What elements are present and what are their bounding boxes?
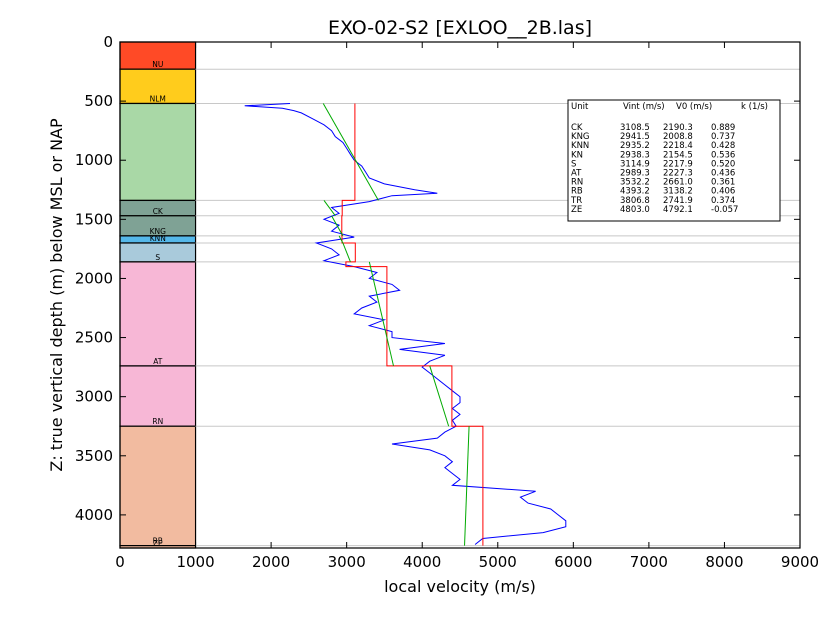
legend-cell-1-3: 0.737	[711, 132, 735, 142]
legend-table: Unit Vint (m/s) V0 (m/s) k (1/s) CK 3108.5 219…	[567, 99, 781, 222]
legend-cell-9-2: 4792.1	[663, 205, 693, 215]
trend-segment-6	[429, 365, 450, 427]
x-tick-label-7: 7000	[630, 553, 668, 571]
y-tick-label-2: 1000	[75, 151, 113, 169]
strat-unit-label-9: RB	[153, 537, 163, 546]
trend-segment-7	[464, 426, 470, 546]
plot-frame	[119, 41, 801, 549]
y-tick-label-6: 3000	[75, 388, 113, 406]
velocity-log-line	[244, 103, 567, 545]
legend-box	[567, 99, 781, 222]
x-tick-label-2: 2000	[252, 553, 290, 571]
legend-cell-8-3: 0.374	[711, 196, 735, 206]
legend-cell-6-0: RN	[571, 178, 583, 188]
x-axis-label: local velocity (m/s)	[384, 577, 536, 596]
legend-header-1: Vint (m/s)	[623, 102, 665, 112]
x-tick-label-4: 4000	[403, 553, 441, 571]
x-tick-label-3: 3000	[328, 553, 366, 571]
legend-cell-9-1: 4803.0	[620, 205, 650, 215]
legend-cell-0-0: CK	[571, 123, 583, 133]
trend-segment-5	[368, 261, 394, 367]
chart-title: EXO-02-S2 [EXLOO__2B.las]	[328, 17, 592, 39]
strat-unit-label-0: NU	[152, 60, 163, 69]
x-axis: 0 1000 2000 3000 4000 5000 6000 7000 8000 9000	[115, 42, 819, 571]
y-tick-label-4: 2000	[75, 269, 113, 287]
strat-unit-label-7: AT	[153, 357, 163, 366]
legend-cell-5-1: 2989.3	[620, 169, 650, 179]
strat-unit-1	[119, 68, 197, 105]
trend-segment-2	[331, 215, 344, 237]
strat-unit-label-8: RN	[152, 417, 163, 426]
legend-cell-9-0: ZE	[571, 205, 582, 215]
y-axis-label: Z: true vertical depth (m) below MSL or …	[47, 118, 66, 472]
legend-cell-2-1: 2935.2	[620, 141, 650, 151]
strat-unit-label-6: S	[155, 253, 160, 262]
legend-cell-0-2: 2190.3	[663, 123, 693, 133]
x-tick-label-5: 5000	[479, 553, 517, 571]
x-tick-label-6: 6000	[554, 553, 592, 571]
legend-cell-5-3: 0.436	[711, 169, 735, 179]
legend-cell-1-1: 2941.5	[620, 132, 650, 142]
legend-cell-8-2: 2741.9	[663, 196, 693, 206]
legend-cell-3-3: 0.536	[711, 150, 735, 160]
legend-cell-7-1: 4393.2	[620, 187, 650, 197]
legend-cell-7-2: 3138.2	[663, 187, 693, 197]
legend-cell-6-3: 0.361	[711, 178, 735, 188]
y-tick-label-3: 1500	[75, 210, 113, 228]
legend-cell-2-2: 2218.4	[663, 141, 693, 151]
x-tick-label-0: 0	[115, 553, 125, 571]
trend-segment-3	[338, 235, 344, 244]
y-tick-label-1: 500	[84, 92, 113, 110]
strat-unit-2	[119, 102, 197, 202]
legend-cell-8-0: TR	[570, 196, 582, 206]
legend-cell-1-0: KNG	[571, 132, 590, 142]
legend-cell-7-3: 0.406	[711, 187, 735, 197]
strat-unit-label-5: KNN	[150, 234, 166, 243]
legend-cell-4-2: 2217.9	[663, 159, 693, 169]
legend-cell-4-0: S	[571, 159, 576, 169]
y-tick-label-7: 3500	[75, 447, 113, 465]
legend-header-3: k (1/s)	[741, 102, 768, 112]
legend-cell-0-1: 3108.5	[620, 123, 650, 133]
strat-unit-label-3: CK	[153, 207, 164, 216]
legend-cell-6-1: 3532.2	[620, 178, 650, 188]
trend-segment-0	[322, 103, 379, 201]
interval-velocity-line	[341, 103, 484, 546]
legend-cell-5-0: AT	[571, 169, 582, 179]
legend-cell-5-2: 2227.3	[663, 169, 693, 179]
legend-cell-9-3: -0.057	[711, 205, 738, 215]
y-axis: 0 500 1000 1500 2000 2500 3000 3500 4000	[75, 33, 800, 524]
strat-unit-label-4: KNG	[150, 227, 167, 236]
y-tick-label-0: 0	[103, 33, 113, 51]
y-tick-label-8: 4000	[75, 506, 113, 524]
legend-cell-3-0: KN	[571, 150, 583, 160]
legend-cell-1-2: 2008.8	[663, 132, 693, 142]
strat-unit-9	[119, 425, 197, 547]
legend-cell-4-1: 3114.9	[620, 159, 650, 169]
legend-cell-7-0: RB	[571, 187, 583, 197]
legend-cell-0-3: 0.889	[711, 123, 735, 133]
legend-cell-2-3: 0.428	[711, 141, 735, 151]
trend-segment-1	[323, 200, 336, 217]
strat-unit-label-1: NLM	[150, 94, 166, 103]
legend-cell-6-2: 2661.0	[663, 178, 693, 188]
x-tick-label-1: 1000	[176, 553, 214, 571]
y-tick-label-5: 2500	[75, 329, 113, 347]
legend-cell-2-0: KNN	[571, 141, 589, 151]
strat-unit-label-10: ZE	[153, 539, 163, 548]
strat-unit-7	[119, 261, 197, 367]
trend-segment-4	[342, 242, 351, 263]
legend-cell-8-1: 3806.8	[620, 196, 650, 206]
legend-header-0: Unit	[571, 102, 589, 112]
legend-header-2: V0 (m/s)	[676, 102, 712, 112]
x-tick-label-9: 9000	[781, 553, 819, 571]
legend-cell-3-2: 2154.5	[663, 150, 693, 160]
x-tick-label-8: 8000	[705, 553, 743, 571]
legend-cell-3-1: 2938.3	[620, 150, 650, 160]
legend-cell-4-3: 0.520	[711, 159, 735, 169]
